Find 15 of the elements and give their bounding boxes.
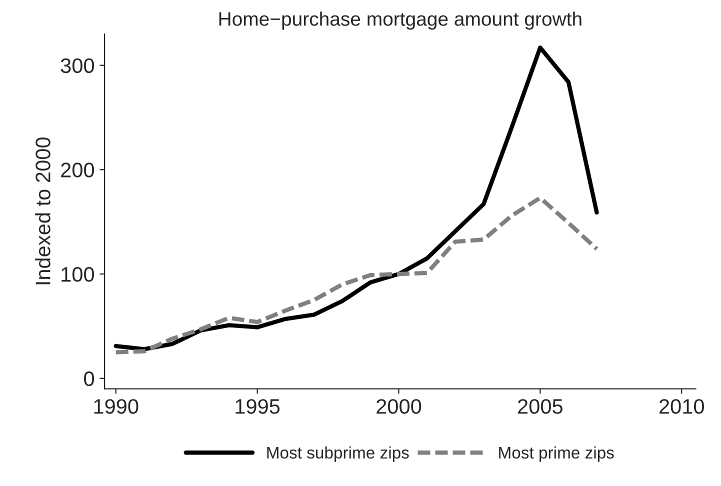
y-tick-label: 200 (61, 162, 94, 178)
chart-title: Home−purchase mortgage amount growth (219, 12, 582, 30)
line-series (114, 46, 599, 352)
x-tick-label: 2005 (518, 399, 562, 414)
y-axis-title: Indexed to 2000 (35, 138, 50, 284)
line-series (114, 196, 599, 354)
x-tick-label: 1990 (94, 399, 138, 414)
x-tick-label: 1995 (236, 399, 280, 414)
y-tick-label: 100 (62, 267, 94, 282)
x-tick-label: 2010 (660, 399, 704, 414)
y-tick-label: 0 (84, 371, 94, 386)
y-tick-label: 300 (60, 58, 94, 74)
legend-label: Most prime zips (499, 446, 614, 462)
x-tick-label: 2000 (376, 399, 422, 414)
legend-label: Most subprime zips (267, 446, 409, 462)
